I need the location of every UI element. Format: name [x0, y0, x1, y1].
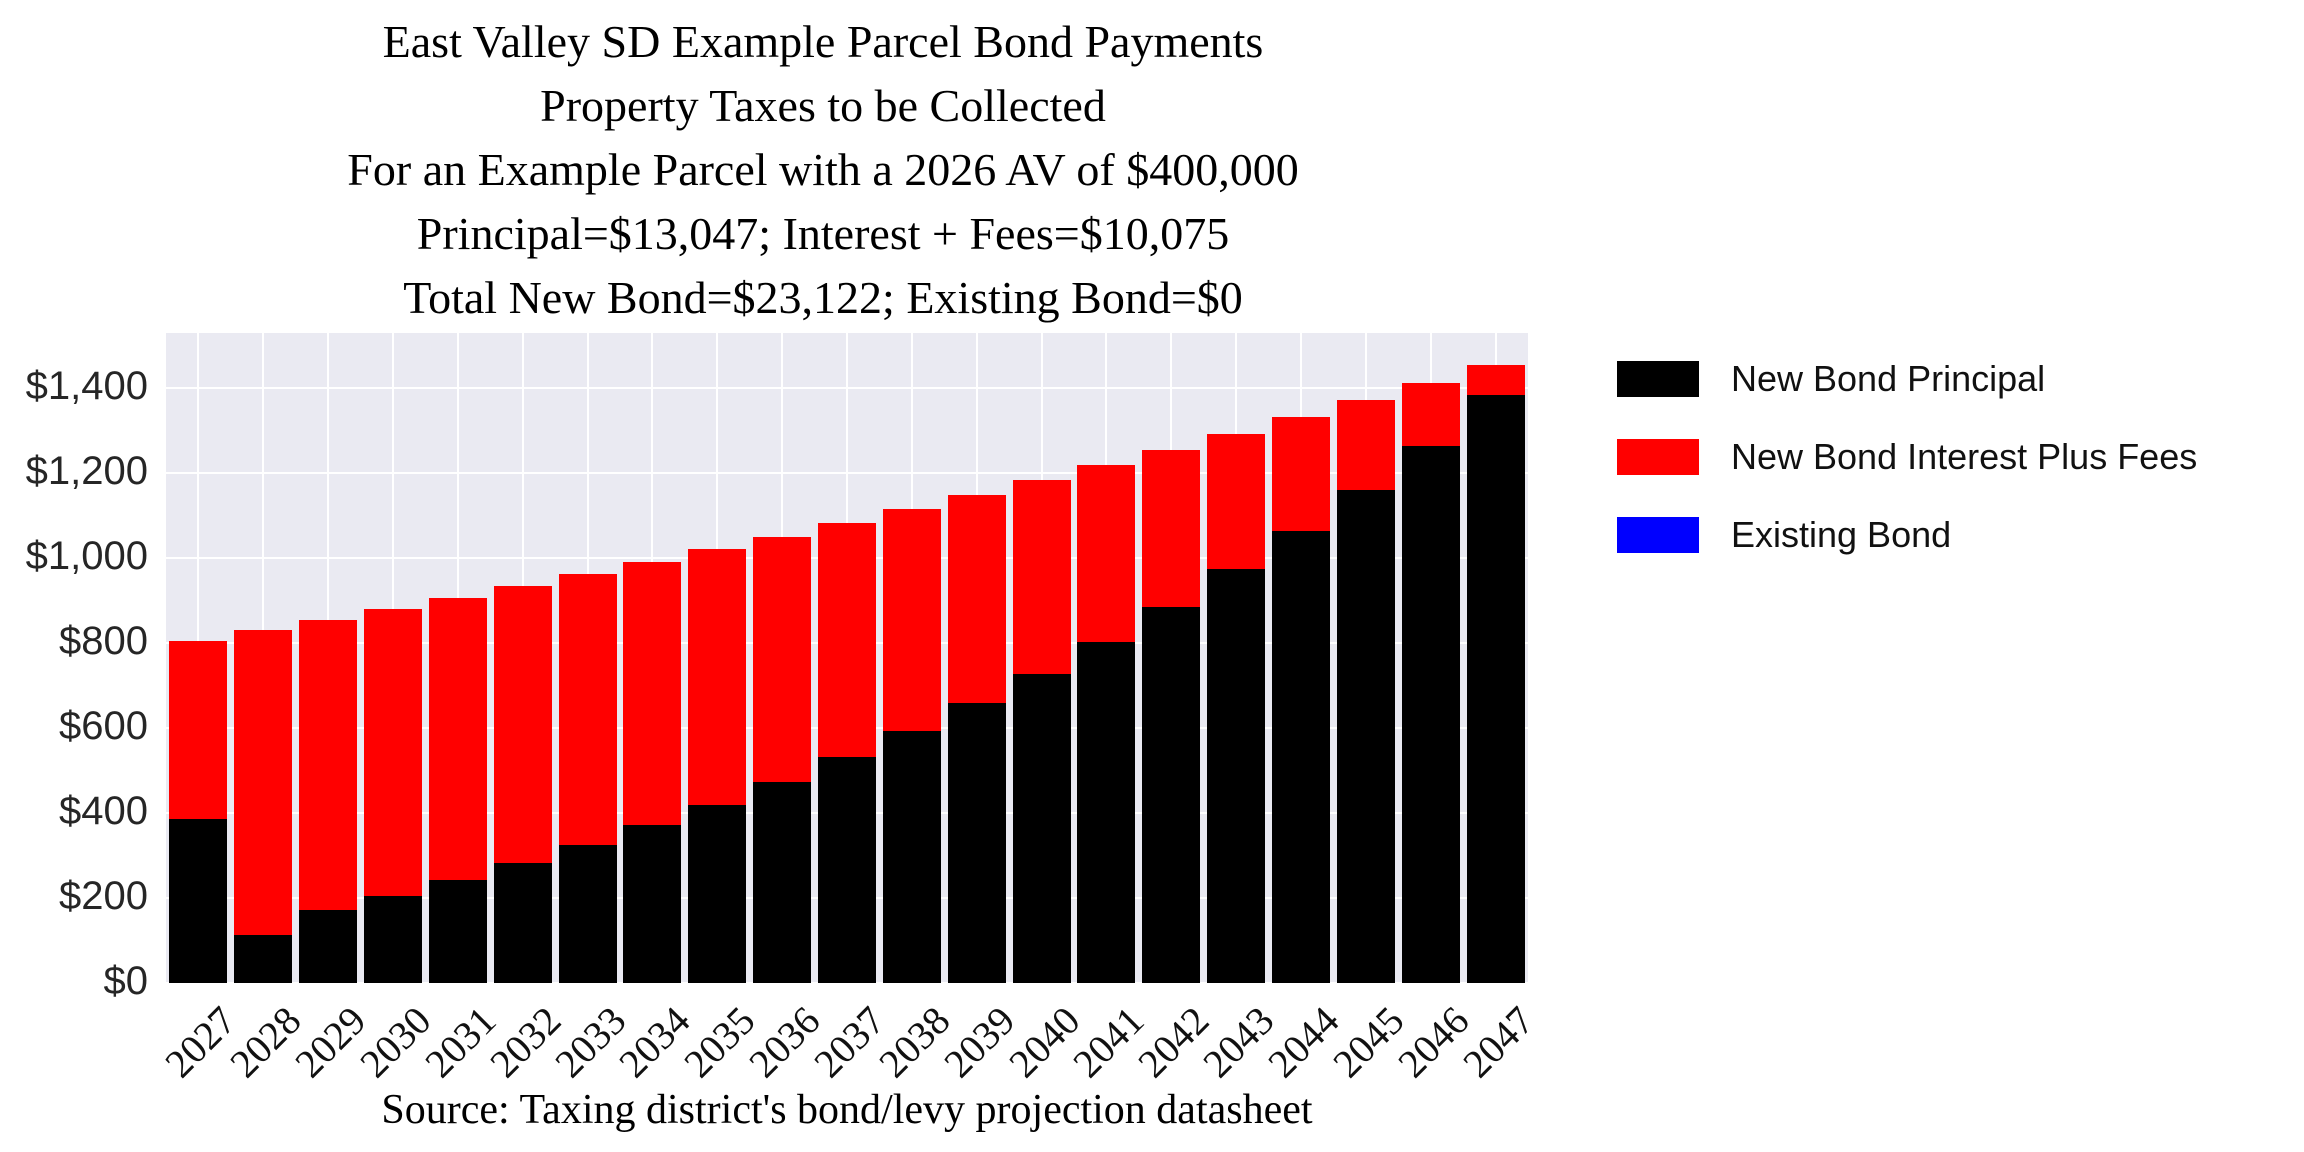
bar-2036-new-bond-principal [753, 781, 812, 983]
y-tick-label-1400: $1,400 [25, 364, 148, 409]
bar-2032-new-bond-interest-plus-fees [493, 586, 552, 864]
legend-swatch-icon [1617, 439, 1699, 475]
bar-2027-new-bond-interest-plus-fees [169, 640, 228, 820]
y-tick-label-400: $400 [59, 789, 148, 834]
bar-2039-new-bond-interest-plus-fees [947, 494, 1006, 703]
bar-2047-new-bond-principal [1466, 395, 1525, 983]
plot-area [166, 333, 1528, 984]
title-line-1: East Valley SD Example Parcel Bond Payme… [382, 16, 1264, 67]
legend-row-new-bond-interest-plus-fees: New Bond Interest Plus Fees [1617, 436, 2198, 477]
bar-2042-new-bond-interest-plus-fees [1142, 449, 1201, 608]
bar-2034-new-bond-interest-plus-fees [623, 562, 682, 825]
bar-2046-new-bond-principal [1401, 446, 1460, 983]
bar-2041-new-bond-interest-plus-fees [1077, 465, 1136, 643]
legend-label: New Bond Interest Plus Fees [1731, 436, 2198, 477]
bar-2033-new-bond-interest-plus-fees [558, 574, 617, 845]
gridline-y-0 [166, 982, 1528, 984]
bar-2037-new-bond-interest-plus-fees [818, 522, 876, 758]
bar-2043-new-bond-interest-plus-fees [1207, 433, 1266, 569]
bar-2032-new-bond-principal [493, 863, 552, 983]
bar-2030-new-bond-interest-plus-fees [364, 608, 422, 897]
title-line-3: For an Example Parcel with a 2026 AV of … [347, 144, 1299, 195]
bar-2029-new-bond-interest-plus-fees [299, 619, 358, 911]
bar-2040-new-bond-principal [1012, 674, 1071, 983]
bar-2031-new-bond-interest-plus-fees [428, 597, 487, 880]
bar-2028-new-bond-principal [234, 935, 293, 983]
bar-2041-new-bond-principal [1077, 642, 1136, 983]
y-tick-label-1000: $1,000 [25, 534, 148, 579]
bar-2027-new-bond-principal [169, 819, 228, 983]
legend-swatch-icon [1617, 361, 1699, 397]
bar-2047-new-bond-interest-plus-fees [1466, 364, 1525, 396]
title-line-2: Property Taxes to be Collected [540, 80, 1106, 131]
bar-2035-new-bond-interest-plus-fees [688, 549, 747, 805]
bar-2042-new-bond-principal [1142, 607, 1201, 983]
y-tick-label-0: $0 [103, 959, 149, 1003]
source-note: Source: Taxing district's bond/levy proj… [381, 1087, 1313, 1133]
bar-2038-new-bond-interest-plus-fees [882, 509, 941, 731]
legend-label: New Bond Principal [1731, 358, 2046, 399]
y-tick-label-200: $200 [59, 874, 148, 919]
title-line-4: Principal=$13,047; Interest + Fees=$10,0… [416, 208, 1230, 259]
bar-2039-new-bond-principal [947, 702, 1006, 983]
legend: New Bond Principal New Bond Interest Plus… [1617, 358, 2198, 594]
bar-2034-new-bond-principal [623, 824, 682, 983]
bar-2043-new-bond-principal [1207, 568, 1266, 983]
bar-2038-new-bond-principal [882, 730, 941, 983]
y-tick-label-600: $600 [59, 704, 148, 749]
legend-label: Existing Bond [1731, 514, 1952, 555]
legend-row-new-bond-principal: New Bond Principal [1617, 358, 2197, 399]
bar-2040-new-bond-interest-plus-fees [1012, 480, 1071, 675]
bar-2035-new-bond-principal [688, 804, 747, 983]
bar-2044-new-bond-interest-plus-fees [1272, 417, 1330, 532]
bar-2037-new-bond-principal [818, 757, 876, 983]
bar-2028-new-bond-interest-plus-fees [234, 630, 293, 936]
bar-2033-new-bond-principal [558, 844, 617, 983]
y-tick-label-1200: $1,200 [25, 449, 148, 494]
y-tick-label-800: $800 [59, 619, 148, 664]
legend-swatch-icon [1617, 517, 1699, 553]
bar-2045-new-bond-interest-plus-fees [1336, 400, 1395, 491]
bar-2045-new-bond-principal [1336, 490, 1395, 983]
bar-2036-new-bond-interest-plus-fees [753, 536, 812, 782]
title-line-5: Total New Bond=$23,122; Existing Bond=$0 [403, 272, 1243, 323]
bar-2044-new-bond-principal [1272, 531, 1330, 983]
bar-2030-new-bond-principal [364, 896, 422, 983]
bar-2031-new-bond-principal [428, 879, 487, 983]
bar-2046-new-bond-interest-plus-fees [1401, 382, 1460, 447]
chart-title: East Valley SD Example Parcel Bond Payme… [0, 10, 1646, 330]
bar-2029-new-bond-principal [299, 910, 358, 983]
legend-row-existing-bond: Existing Bond [1617, 514, 2197, 555]
